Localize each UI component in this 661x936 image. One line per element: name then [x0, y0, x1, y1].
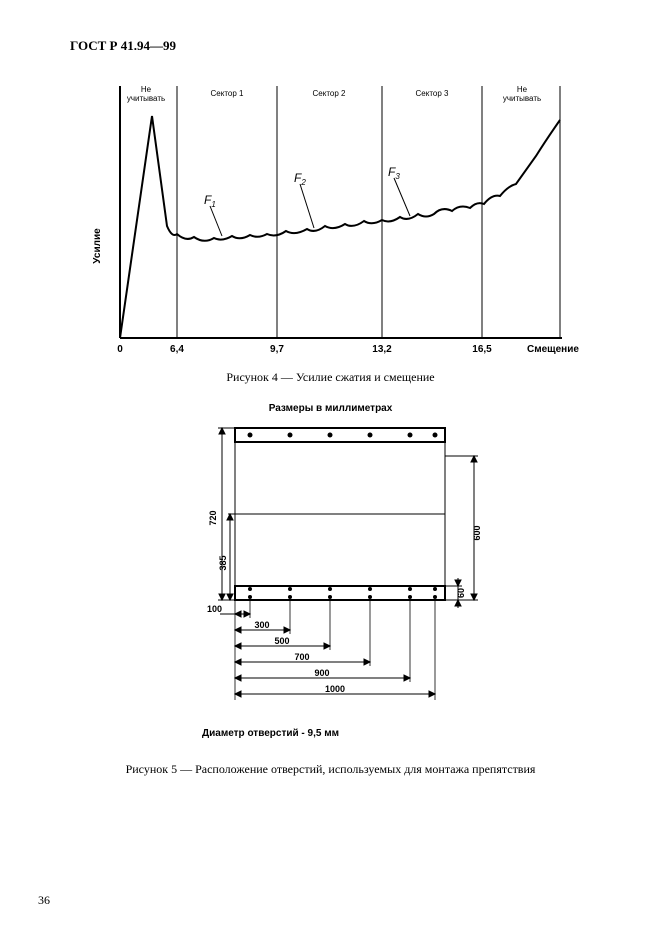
fig4-xtick-4: 16,5: [472, 344, 492, 355]
figure-4-svg: Неучитывать Сектор 1 Сектор 2 Сектор 3 Н…: [82, 76, 582, 366]
fig4-toplabel-2: Сектор 2: [313, 89, 347, 98]
fig4-xtick-2: 9,7: [270, 344, 284, 355]
fig4-f2: F2: [294, 171, 306, 187]
document-header: ГОСТ Р 41.94—99: [70, 38, 176, 54]
fig4-f1: F1: [204, 193, 216, 209]
figure-5-caption: Рисунок 5 — Расположение отверстий, испо…: [0, 762, 661, 777]
fig5-vdim-385: [227, 514, 235, 600]
figure-5-title: Размеры в миллиметрах: [0, 403, 661, 414]
figure-5: 720 385 60 600: [200, 418, 500, 718]
fig5-dimh-5: 1000: [325, 684, 345, 694]
figure-4: Неучитывать Сектор 1 Сектор 2 Сектор 3 Н…: [82, 76, 582, 366]
fig4-toplabel-4: Неучитывать: [503, 85, 541, 103]
fig4-f3: F3: [388, 165, 400, 181]
fig5-dimh-2: 500: [274, 636, 289, 646]
fig5-bottom-holes: [248, 587, 437, 599]
fig5-dimv-1: 385: [218, 555, 228, 570]
figure-4-caption: Рисунок 4 — Усилие сжатия и смещение: [0, 370, 661, 385]
fig4-toplabel-3: Сектор 3: [416, 89, 450, 98]
figure-5-svg: 720 385 60 600: [200, 418, 500, 718]
fig5-top-holes: [248, 433, 438, 438]
page-number: 36: [38, 893, 50, 908]
fig5-dimv-2: 60: [456, 588, 466, 598]
fig4-toplabel-1: Сектор 1: [211, 89, 245, 98]
fig4-ylabel: Усилие: [92, 228, 103, 264]
fig4-xtick-3: 13,2: [372, 344, 392, 355]
fig5-dimh-4: 900: [314, 668, 329, 678]
fig5-dimh-0: 100: [207, 604, 222, 614]
fig5-dimh-1: 300: [254, 620, 269, 630]
fig5-dimv-0: 720: [208, 510, 218, 525]
fig4-toplabel-0: Неучитывать: [127, 85, 165, 103]
fig5-dimh-3: 700: [294, 652, 309, 662]
fig5-dimv-3: 600: [472, 525, 482, 540]
fig4-xlabel: Смещение: [527, 344, 579, 355]
fig4-curve: [120, 116, 560, 338]
fig4-xtick-0: 0: [117, 344, 123, 355]
fig4-xtick-1: 6,4: [170, 344, 184, 355]
figure-5-note: Диаметр отверстий - 9,5 мм: [202, 728, 339, 739]
page: ГОСТ Р 41.94—99 36 Неучитывать Сектор 1 …: [0, 0, 661, 936]
